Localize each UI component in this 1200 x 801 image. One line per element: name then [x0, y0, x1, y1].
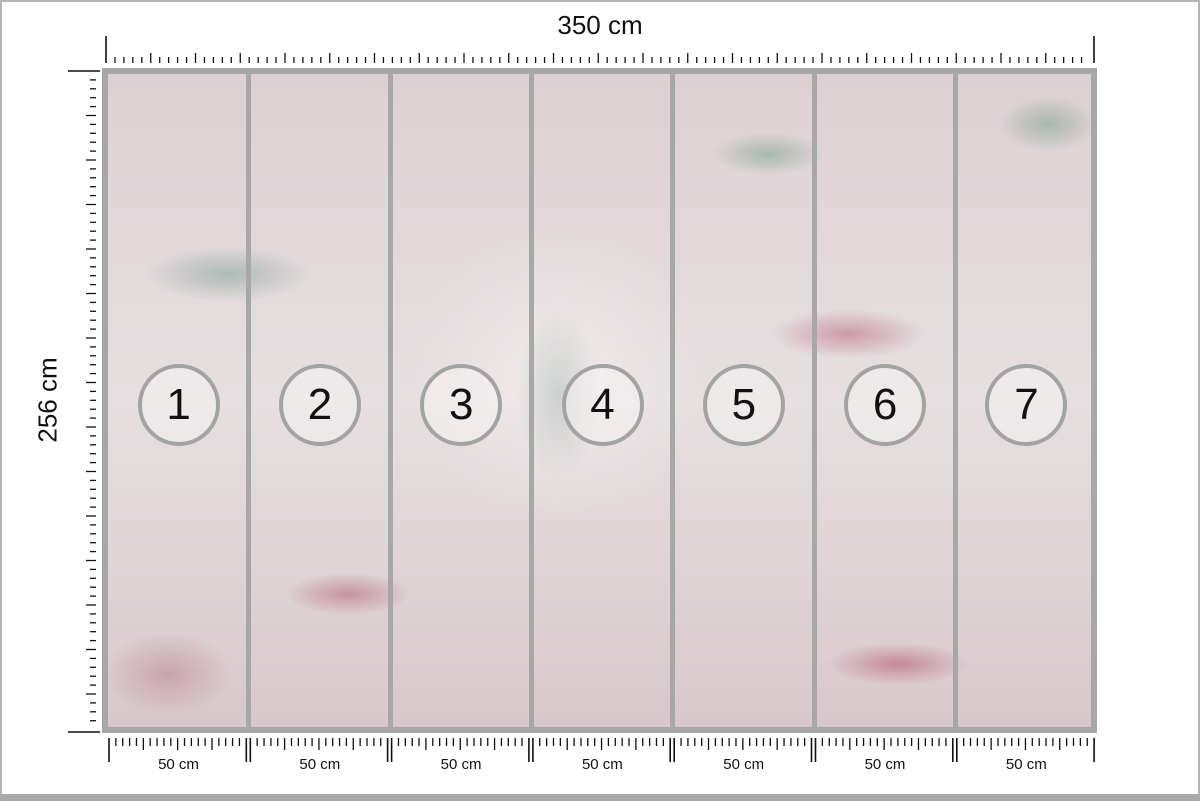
panel-number-badge: 6	[844, 364, 927, 446]
panel-divider	[528, 74, 534, 727]
panel-number-badge: 4	[561, 364, 644, 446]
panel-divider	[387, 74, 393, 727]
panel-divider	[246, 74, 252, 727]
panel-divider	[670, 74, 676, 727]
bottom-bar	[0, 794, 1200, 801]
panel-width-label: 50 cm	[440, 756, 482, 773]
panel-number-badge: 1	[137, 364, 220, 446]
panel-divider	[952, 74, 958, 727]
panel-width-label: 50 cm	[1005, 756, 1047, 773]
panel-number-badge: 7	[985, 364, 1068, 446]
panel-width-label: 50 cm	[158, 756, 199, 773]
panel-number-badge: 2	[278, 364, 361, 446]
panel-width-label: 50 cm	[723, 756, 765, 773]
panel-number-badge: 3	[420, 364, 503, 446]
panel-divider	[811, 74, 817, 727]
panel-width-label: 50 cm	[299, 756, 341, 773]
total-width-label: 350 cm	[557, 10, 643, 40]
panel-number-badge: 5	[702, 364, 785, 446]
panel-width-label: 50 cm	[581, 756, 623, 773]
panel-width-label: 50 cm	[864, 756, 906, 773]
